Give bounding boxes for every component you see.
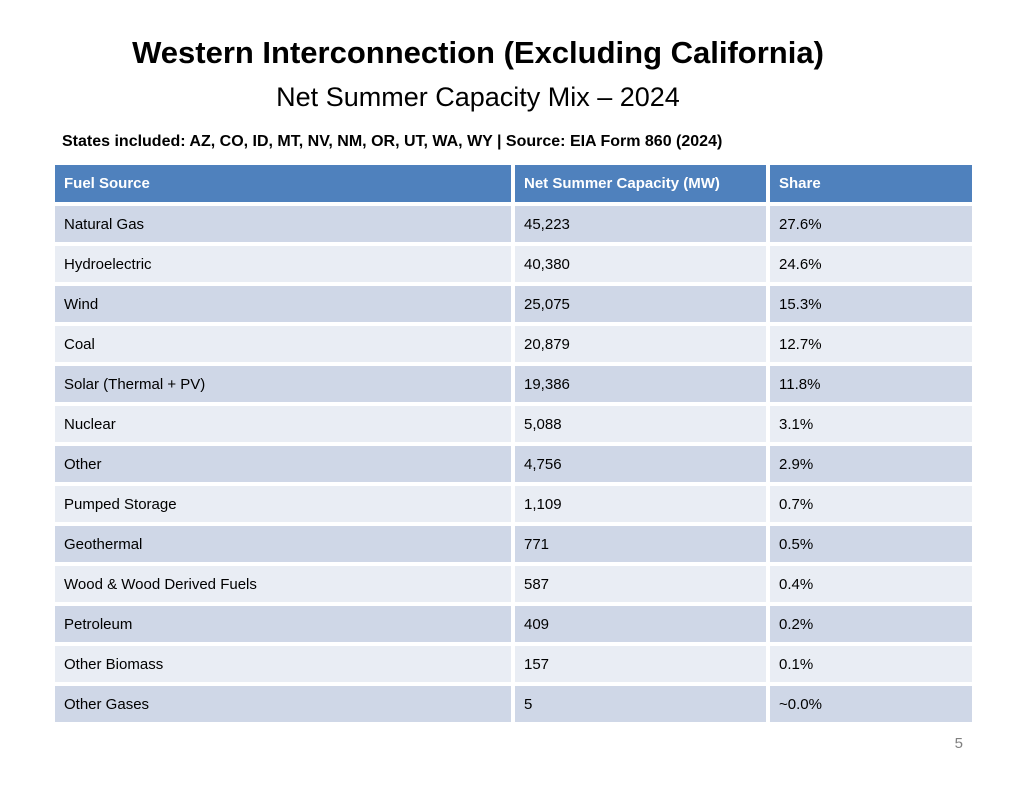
table-row: Hydroelectric 40,380 24.6% (55, 246, 972, 282)
share-cell: 2.9% (770, 446, 972, 482)
capacity-table: Fuel Source Net Summer Capacity (MW) Sha… (51, 161, 976, 726)
fuel-source-cell: Solar (Thermal + PV) (55, 366, 511, 402)
states-source-note: States included: AZ, CO, ID, MT, NV, NM,… (62, 133, 723, 150)
capacity-cell: 45,223 (515, 206, 766, 242)
table-row: Pumped Storage 1,109 0.7% (55, 486, 972, 522)
table-body: Natural Gas 45,223 27.6% Hydroelectric 40,38… (55, 206, 972, 722)
table-row: Other Biomass 157 0.1% (55, 646, 972, 682)
fuel-source-cell: Coal (55, 326, 511, 362)
table-row: Wind 25,075 15.3% (55, 286, 972, 322)
table-row: Other Gases 5 ~0.0% (55, 686, 972, 722)
capacity-cell: 771 (515, 526, 766, 562)
capacity-cell: 5 (515, 686, 766, 722)
fuel-source-cell: Natural Gas (55, 206, 511, 242)
capacity-cell: 40,380 (515, 246, 766, 282)
share-cell: 0.7% (770, 486, 972, 522)
table-header: Fuel Source Net Summer Capacity (MW) Sha… (55, 165, 972, 202)
capacity-cell: 20,879 (515, 326, 766, 362)
capacity-cell: 1,109 (515, 486, 766, 522)
table-row: Nuclear 5,088 3.1% (55, 406, 972, 442)
fuel-source-cell: Other (55, 446, 511, 482)
table-row: Solar (Thermal + PV) 19,386 11.8% (55, 366, 972, 402)
share-cell: 0.2% (770, 606, 972, 642)
capacity-cell: 4,756 (515, 446, 766, 482)
capacity-cell: 25,075 (515, 286, 766, 322)
share-cell: 0.5% (770, 526, 972, 562)
share-cell: 11.8% (770, 366, 972, 402)
table-row: Petroleum 409 0.2% (55, 606, 972, 642)
table-row: Coal 20,879 12.7% (55, 326, 972, 362)
capacity-cell: 587 (515, 566, 766, 602)
table-row: Wood & Wood Derived Fuels 587 0.4% (55, 566, 972, 602)
share-cell: 0.4% (770, 566, 972, 602)
column-header-net-summer-capacity: Net Summer Capacity (MW) (515, 165, 766, 202)
capacity-cell: 19,386 (515, 366, 766, 402)
fuel-source-cell: Hydroelectric (55, 246, 511, 282)
page-number: 5 (954, 735, 963, 752)
fuel-source-cell: Geothermal (55, 526, 511, 562)
share-cell: 27.6% (770, 206, 972, 242)
fuel-source-cell: Other Gases (55, 686, 511, 722)
fuel-source-cell: Petroleum (55, 606, 511, 642)
share-cell: 24.6% (770, 246, 972, 282)
table-header-row: Fuel Source Net Summer Capacity (MW) Sha… (55, 165, 972, 202)
table-row: Other 4,756 2.9% (55, 446, 972, 482)
fuel-source-cell: Nuclear (55, 406, 511, 442)
capacity-cell: 157 (515, 646, 766, 682)
fuel-source-cell: Other Biomass (55, 646, 511, 682)
column-header-share: Share (770, 165, 972, 202)
table-row: Natural Gas 45,223 27.6% (55, 206, 972, 242)
fuel-source-cell: Pumped Storage (55, 486, 511, 522)
slide-subtitle: Net Summer Capacity Mix – 2024 (276, 82, 680, 112)
slide-title: Western Interconnection (Excluding Calif… (132, 35, 824, 70)
share-cell: 12.7% (770, 326, 972, 362)
fuel-source-cell: Wind (55, 286, 511, 322)
column-header-fuel-source: Fuel Source (55, 165, 511, 202)
table-row: Geothermal 771 0.5% (55, 526, 972, 562)
share-cell: 0.1% (770, 646, 972, 682)
fuel-source-cell: Wood & Wood Derived Fuels (55, 566, 511, 602)
share-cell: 3.1% (770, 406, 972, 442)
capacity-cell: 409 (515, 606, 766, 642)
capacity-cell: 5,088 (515, 406, 766, 442)
share-cell: 15.3% (770, 286, 972, 322)
share-cell: ~0.0% (770, 686, 972, 722)
